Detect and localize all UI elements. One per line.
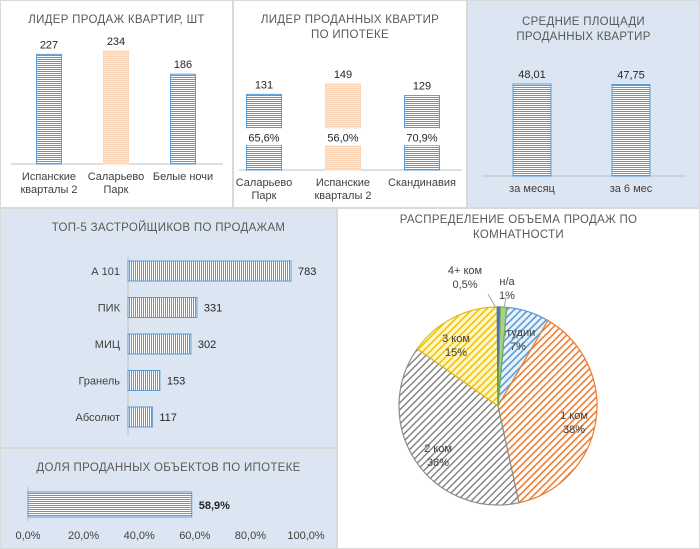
chart-title-leaders-sales: ЛИДЕР ПРОДАЖ КВАРТИР, ШТ	[28, 14, 205, 26]
title-line-2: ПРОДАННЫХ КВАРТИР	[516, 31, 651, 43]
chart-top5-developers: А 101 783 ПИК 331 МИЦ 302 Гранель 153 Абсолют 117	[76, 257, 316, 435]
tick-label: ПИК	[98, 303, 121, 315]
bar	[127, 333, 192, 355]
tick-label: кварталы 2	[314, 190, 371, 202]
tick-label: Парк	[104, 184, 129, 196]
bar	[127, 297, 198, 318]
bar	[27, 491, 193, 518]
tick-label: за месяц	[509, 183, 555, 195]
data-label: 131	[255, 79, 273, 91]
data-label: 153	[167, 376, 185, 388]
data-label: 117	[159, 412, 177, 424]
slice-label: н/а	[499, 276, 515, 288]
chart-title-mortgage-share: ДОЛЯ ПРОДАННЫХ ОБЪЕКТОВ ПО ИПОТЕКЕ	[36, 462, 301, 474]
panel-avg-area: СРЕДНИЕ ПЛОЩАДИ ПРОДАННЫХ КВАРТИР 48,01 з…	[467, 0, 700, 208]
title-line-2: КОМНАТНОСТИ	[473, 229, 564, 241]
bar	[127, 406, 153, 428]
leader-line	[487, 293, 497, 309]
tick-label: Испанские	[22, 171, 76, 183]
title-line-2: ПО ИПОТЕКЕ	[311, 29, 389, 41]
slice-pct: 7%	[510, 341, 526, 353]
pie-slice	[497, 319, 598, 504]
share-label-bg	[244, 128, 284, 146]
tick-label: Саларьево	[236, 177, 293, 189]
data-label: 58,9%	[199, 500, 230, 512]
chart-title-leaders-mortgage: ЛИДЕР ПРОДАННЫХ КВАРТИР ПО ИПОТЕКЕ	[234, 13, 466, 43]
tick-label: Саларьево	[88, 171, 145, 183]
bar	[512, 83, 552, 177]
tick-label: Испанские	[316, 177, 370, 189]
slice-pct: 15%	[445, 347, 467, 359]
panel-mortgage-share: ДОЛЯ ПРОДАННЫХ ОБЪЕКТОВ ПО ИПОТЕКЕ 58,9%…	[0, 448, 337, 549]
pie-slice	[497, 306, 508, 407]
share-label: 65,6%	[248, 132, 279, 144]
share-label-bg	[323, 128, 363, 146]
panel-leaders-mortgage: ЛИДЕР ПРОДАННЫХ КВАРТИР ПО ИПОТЕКЕ 131 Са…	[233, 0, 467, 208]
tick-label: 100,0%	[287, 530, 325, 542]
pie-slice	[416, 306, 499, 408]
slice-pct: 38%	[427, 457, 449, 469]
slice-pct: 1%	[499, 290, 515, 302]
slice-label: студии	[501, 327, 536, 339]
data-label: 783	[298, 266, 316, 278]
panel-top5-developers: ТОП-5 ЗАСТРОЙЩИКОВ ПО ПРОДАЖАМ А 101 783 П…	[0, 208, 337, 448]
tick-label: Гранель	[78, 376, 120, 388]
slice-label: 2 ком	[424, 443, 452, 455]
slice-label: 4+ ком	[448, 265, 482, 277]
panel-leaders-sales: ЛИДЕР ПРОДАЖ КВАРТИР, ШТ 227 Испанские ква…	[0, 0, 233, 208]
slice-pct: 0,5%	[452, 279, 477, 291]
data-label: 186	[174, 59, 192, 71]
bar	[325, 83, 361, 171]
data-label: 227	[40, 39, 58, 51]
chart-title-top5: ТОП-5 ЗАСТРОЙЩИКОВ ПО ПРОДАЖАМ	[51, 222, 286, 234]
data-label: 331	[204, 303, 222, 315]
slice-label: 3 ком	[442, 333, 470, 345]
slice-pct: 38%	[563, 424, 585, 436]
tick-label: 80,0%	[235, 530, 266, 542]
tick-label: 20,0%	[68, 530, 99, 542]
bar	[611, 83, 651, 177]
share-label: 70,9%	[406, 132, 437, 144]
tick-label: Белые ночи	[153, 171, 213, 183]
bar	[170, 73, 196, 165]
bar	[127, 260, 292, 282]
data-label: 48,01	[518, 69, 546, 81]
data-label: 302	[198, 339, 216, 351]
chart-mortgage-share: 58,9% 0,0% 20,0% 40,0% 60,0% 80,0% 100,0%	[15, 487, 325, 542]
tick-label: Парк	[252, 190, 277, 202]
share-label-bg	[402, 128, 442, 146]
panel-rooms-distribution: РАСПРЕДЕЛЕНИЕ ОБЪЕМА ПРОДАЖ ПО КОМНАТНОС…	[337, 208, 700, 549]
data-label: 129	[413, 81, 431, 93]
tick-label: МИЦ	[95, 339, 120, 351]
tick-label: 60,0%	[179, 530, 210, 542]
title-line-1: ЛИДЕР ПРОДАННЫХ КВАРТИР	[260, 14, 440, 26]
tick-label: А 101	[91, 266, 120, 278]
tick-label: за 6 мес	[610, 183, 653, 195]
slice-label: 1 ком	[560, 410, 588, 422]
tick-label: Скандинавия	[388, 177, 456, 189]
pie-slice	[398, 347, 520, 506]
chart-rooms-distribution: студии 7% 1 ком 38% 2 ком 38% 3 ком 15% 4+ ком 0,…	[398, 265, 598, 506]
share-label: 56,0%	[327, 132, 358, 144]
bar	[103, 50, 129, 165]
bar	[36, 53, 62, 165]
title-line-1: РАСПРЕДЕЛЕНИЕ ОБЪЕМА ПРОДАЖ ПО	[399, 214, 638, 226]
chart-title-rooms: РАСПРЕДЕЛЕНИЕ ОБЪЕМА ПРОДАЖ ПО КОМНАТНОС…	[338, 213, 699, 243]
tick-label: кварталы 2	[20, 184, 77, 196]
data-label: 149	[334, 69, 352, 81]
leader-line	[503, 296, 507, 309]
tick-label: 40,0%	[124, 530, 155, 542]
title-line-1: СРЕДНИЕ ПЛОЩАДИ	[521, 16, 645, 28]
tick-label: Абсолют	[76, 412, 120, 424]
data-label: 47,75	[617, 69, 645, 81]
chart-title-avg-area: СРЕДНИЕ ПЛОЩАДИ ПРОДАННЫХ КВАРТИР	[468, 15, 699, 45]
bar	[127, 370, 161, 391]
data-label: 234	[107, 36, 125, 48]
tick-label: 0,0%	[15, 530, 40, 542]
chart-avg-area: 48,01 за месяц 47,75 за 6 мес	[482, 69, 686, 195]
